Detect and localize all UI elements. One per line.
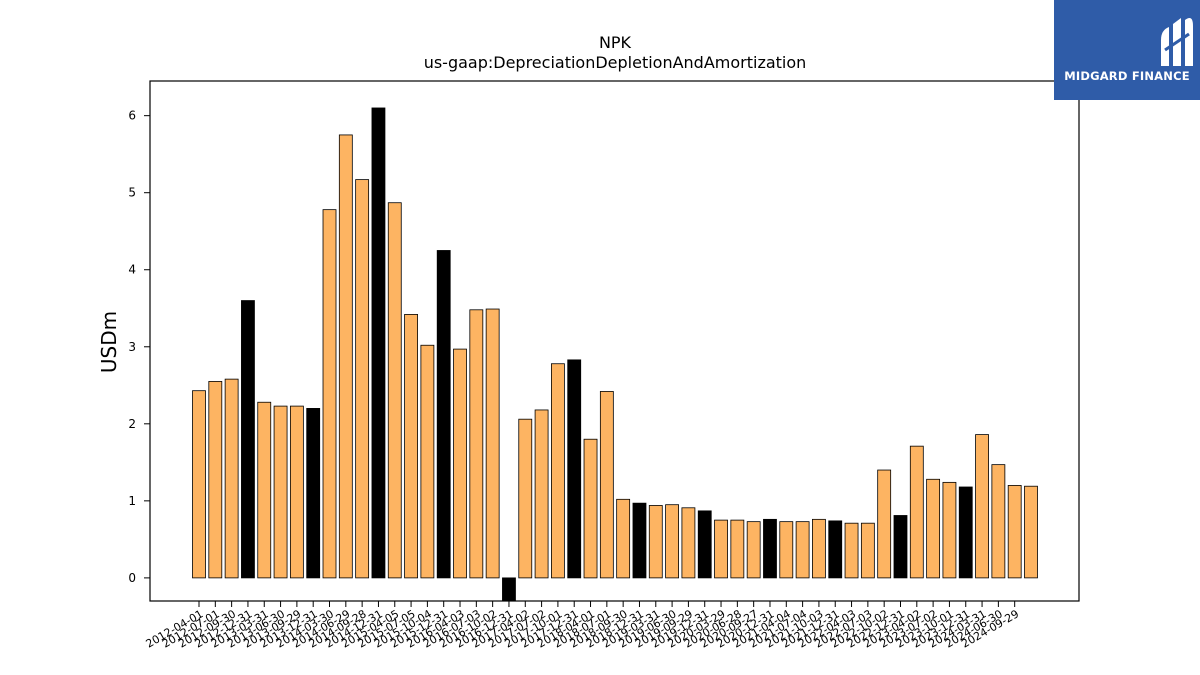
bar-2016-12-31 bbox=[502, 577, 516, 602]
bar-2021-07-04 bbox=[795, 521, 810, 579]
bars-group bbox=[192, 107, 1038, 602]
bar-2017-04-02 bbox=[518, 418, 533, 579]
chart-subtitle: us-gaap:DepreciationDepletionAndAmortiza… bbox=[424, 53, 807, 72]
bar-2016-04-03 bbox=[453, 348, 467, 579]
bar-2019-03-31 bbox=[648, 505, 663, 579]
bar-2016-07-03 bbox=[469, 309, 484, 579]
bar-2015-12-31 bbox=[436, 250, 451, 579]
bar-2014-03-30 bbox=[322, 209, 337, 579]
bar-2018-12-31 bbox=[632, 502, 647, 579]
bar-2023-07-02 bbox=[926, 478, 941, 579]
bar-2022-10-02 bbox=[877, 469, 892, 579]
bar-2021-04-04 bbox=[779, 521, 794, 579]
bar-2012-04-01 bbox=[192, 390, 206, 579]
bar-2015-10-04 bbox=[420, 344, 435, 579]
bar-2018-09-30 bbox=[616, 498, 631, 579]
y-axis-label: USDm bbox=[97, 311, 121, 373]
bar-2015-04-05 bbox=[387, 202, 402, 579]
y-tick-label: 1 bbox=[128, 494, 136, 508]
bar-2013-09-29 bbox=[289, 405, 304, 579]
bar-undefined bbox=[1024, 485, 1038, 579]
y-tick-label: 3 bbox=[128, 340, 136, 354]
bar-2023-10-01 bbox=[942, 481, 957, 579]
bar-2016-10-02 bbox=[485, 308, 500, 579]
y-axis: 0 1 2 3 4 5 6 bbox=[128, 109, 150, 585]
bar-2017-10-01 bbox=[551, 363, 565, 579]
bar-2018-07-01 bbox=[599, 391, 614, 579]
bar-2019-09-29 bbox=[681, 507, 696, 579]
bar-2023-12-31 bbox=[958, 486, 973, 579]
y-tick-label: 5 bbox=[128, 186, 136, 200]
bar-2021-12-31 bbox=[828, 520, 843, 579]
bar-2020-12-31 bbox=[763, 518, 777, 579]
bar-2024-03-31 bbox=[975, 434, 989, 579]
bar-2012-07-01 bbox=[208, 381, 223, 579]
bar-2014-06-29 bbox=[338, 134, 353, 579]
bar-2012-12-31 bbox=[241, 300, 255, 579]
bar-2018-04-01 bbox=[583, 438, 598, 579]
bar-2024-06-30 bbox=[991, 464, 1006, 579]
bar-2022-07-03 bbox=[860, 522, 875, 579]
bar-2013-12-31 bbox=[306, 408, 321, 579]
midgard-logo: MIDGARD FINANCE bbox=[1054, 0, 1200, 100]
midgard-logo-icon bbox=[1161, 18, 1193, 66]
x-axis: 2012-04-012012-07-012012-09-302012-12-31… bbox=[144, 601, 1021, 651]
bar-2013-03-31 bbox=[257, 401, 272, 579]
bar-2019-06-30 bbox=[665, 504, 679, 579]
bar-2017-07-02 bbox=[534, 409, 549, 579]
plot-frame bbox=[149, 80, 1080, 602]
bar-2021-10-03 bbox=[812, 518, 826, 579]
bar-2020-06-28 bbox=[730, 519, 745, 579]
bar-2014-12-31 bbox=[371, 107, 386, 579]
y-tick-label: 6 bbox=[128, 109, 136, 123]
chart-title: NPK bbox=[599, 33, 632, 52]
bar-2012-09-30 bbox=[224, 378, 239, 579]
bar-2022-12-31 bbox=[893, 515, 908, 579]
y-tick-label: 2 bbox=[128, 417, 136, 431]
bar-2017-12-31 bbox=[567, 359, 582, 579]
bar-2020-09-27 bbox=[746, 521, 761, 579]
bar-2014-09-28 bbox=[355, 179, 370, 579]
bar-2015-07-05 bbox=[404, 314, 418, 579]
bar-2020-03-29 bbox=[714, 519, 728, 579]
y-tick-label: 0 bbox=[128, 571, 136, 585]
bar-2013-06-30 bbox=[273, 405, 288, 579]
bar-2023-04-02 bbox=[909, 445, 924, 579]
bar-2022-04-03 bbox=[844, 522, 859, 579]
logo-text: MIDGARD FINANCE bbox=[1064, 69, 1190, 83]
y-tick-label: 4 bbox=[128, 263, 136, 277]
bar-2024-09-29 bbox=[1007, 485, 1022, 579]
bar-2019-12-31 bbox=[697, 510, 712, 579]
